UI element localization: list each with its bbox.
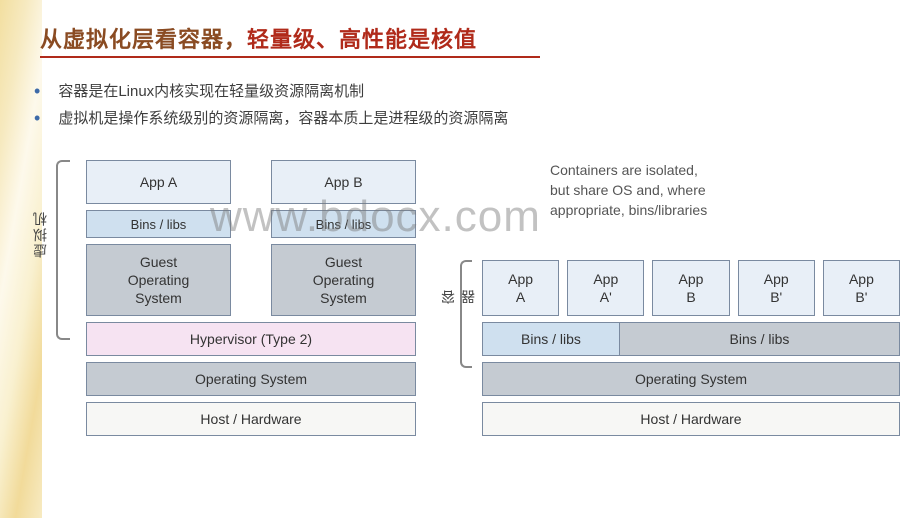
title-part-2: 轻量级、高性能是核值 [247,27,477,52]
vm-app-box: App B [271,160,416,204]
bullet-list: • 容器是在Linux内核实现在轻量级资源隔离机制 • 虚拟机是操作系统级别的资源隔… [34,78,508,132]
container-os-box: Operating System [482,362,900,396]
slide-title: 从虚拟化层看容器，轻量级、高性能是核值 [40,22,477,54]
vm-bins-box: Bins / libs [86,210,231,238]
caption-line: but share OS and, where [550,180,902,200]
caption-line: appropriate, bins/libraries [550,200,902,220]
container-diagram: Containers are isolated, but share OS an… [470,160,902,242]
container-bins-box: Bins / libs [482,322,620,356]
container-app-box: AppB' [738,260,815,316]
vm-bins-box: Bins / libs [271,210,416,238]
container-bins-box: Bins / libs [620,322,900,356]
vm-hypervisor-box: Hypervisor (Type 2) [86,322,416,356]
container-app-box: AppA' [567,260,644,316]
vm-side-label: 虚拟机 [30,210,48,258]
container-app-box: AppA [482,260,559,316]
container-bins-row: Bins / libs Bins / libs [482,322,900,356]
vm-os-box: Operating System [86,362,416,396]
bullet-text: 容器是在Linux内核实现在轻量级资源隔离机制 [58,83,364,100]
vm-diagram: 虚拟机 App A Bins / libs Guest Operating Sy… [86,160,416,436]
vm-guest-os-box: Guest Operating System [271,244,416,316]
bullet-item: • 虚拟机是操作系统级别的资源隔离，容器本质上是进程级的资源隔离 [34,105,508,132]
vm-app-box: App A [86,160,231,204]
title-underline [40,56,540,58]
vm-guest-os-box: Guest Operating System [86,244,231,316]
vm-host-box: Host / Hardware [86,402,416,436]
container-stack: AppA AppA' AppB AppB' AppB' Bins / libs … [482,260,900,436]
container-app-box: AppB [652,260,729,316]
bullet-item: • 容器是在Linux内核实现在轻量级资源隔离机制 [34,78,508,105]
title-part-1: 从虚拟化层看容器， [40,27,247,52]
vm-columns: App A Bins / libs Guest Operating System… [86,160,416,316]
container-bracket-icon [460,260,472,368]
bullet-dot-icon: • [34,81,40,101]
vm-column: App A Bins / libs Guest Operating System [86,160,231,316]
container-shared-stack: Operating System Host / Hardware [482,362,900,436]
bullet-text: 虚拟机是操作系统级别的资源隔离，容器本质上是进程级的资源隔离 [58,110,508,127]
container-side-label: 容器 [438,288,456,304]
container-apps-row: AppA AppA' AppB AppB' AppB' [482,260,900,316]
container-host-box: Host / Hardware [482,402,900,436]
container-caption: Containers are isolated, but share OS an… [550,160,902,220]
caption-line: Containers are isolated, [550,160,902,180]
vm-column: App B Bins / libs Guest Operating System [271,160,416,316]
vm-shared-stack: Hypervisor (Type 2) Operating System Hos… [86,322,416,436]
container-app-box: AppB' [823,260,900,316]
bullet-dot-icon: • [34,108,40,128]
vm-bracket-icon [56,160,70,340]
